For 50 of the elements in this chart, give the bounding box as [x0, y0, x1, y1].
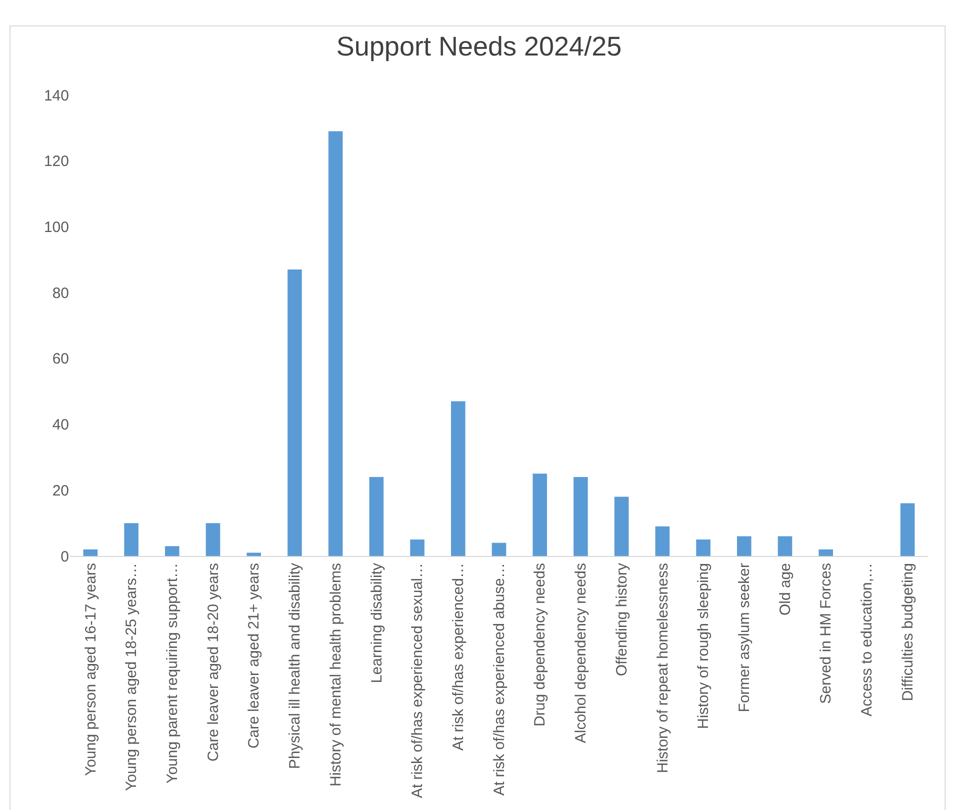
bar [246, 552, 262, 556]
bar [369, 476, 384, 556]
y-tick-label: 20 [52, 482, 69, 500]
x-tick-label: Served in HM Forces [818, 563, 835, 704]
x-tick-label: History of rough sleeping [695, 563, 712, 729]
chart-title: Support Needs 2024/25 [336, 31, 622, 62]
x-tick-label: History of mental health problems [327, 563, 344, 786]
x-tick-label: Care leaver aged 18-20 years [204, 563, 222, 762]
bar [574, 476, 588, 556]
x-tick-label: Old age [776, 563, 794, 616]
x-tick-label: At risk of/has experienced abuse… [490, 563, 508, 796]
bar [778, 536, 792, 556]
bar [328, 131, 343, 556]
x-tick-label: Young person aged 16-17 years [82, 563, 100, 776]
x-tick-label: Young person aged 18-25 years… [123, 563, 140, 791]
x-tick-label: Drug dependency needs [532, 563, 549, 726]
bar [532, 474, 548, 556]
y-tick-label: 140 [44, 87, 69, 104]
y-tick-label: 80 [52, 284, 69, 302]
bar [614, 496, 629, 556]
bar [206, 523, 220, 556]
x-tick-label: Difficulties budgeting [899, 563, 916, 702]
x-tick-label: At risk of/has experienced… [450, 563, 468, 751]
x-tick-label: Access to education,… [858, 563, 876, 716]
x-tick-label: Offending history [613, 562, 630, 676]
y-tick-label: 40 [52, 416, 69, 434]
y-tick-label: 100 [44, 218, 69, 236]
x-tick-label: Learning disability [368, 562, 386, 684]
x-tick-label: Care leaver aged 21+ years [246, 563, 263, 749]
bar [818, 549, 834, 556]
x-tick-label: At risk of/has experienced sexual… [409, 563, 426, 798]
bar [450, 401, 466, 556]
x-tick-label: History of repeat homelessness [654, 563, 672, 774]
bar [124, 523, 138, 556]
bar [696, 540, 710, 556]
bar [164, 546, 180, 556]
x-tick-label: Physical ill health and disability [286, 562, 304, 769]
bar [410, 540, 424, 556]
bar [83, 549, 98, 556]
bar [288, 270, 302, 556]
y-tick-label: 0 [60, 548, 69, 566]
bar [736, 536, 752, 556]
y-tick-label: 60 [52, 350, 69, 368]
bar [900, 503, 915, 556]
x-tick-label: Former asylum seeker [736, 562, 754, 712]
x-tick-label: Young parent requiring support… [164, 563, 182, 784]
x-tick-label: Alcohol dependency needs [572, 563, 590, 744]
bar [492, 542, 506, 556]
y-tick-label: 120 [44, 153, 69, 170]
bar [655, 526, 670, 556]
